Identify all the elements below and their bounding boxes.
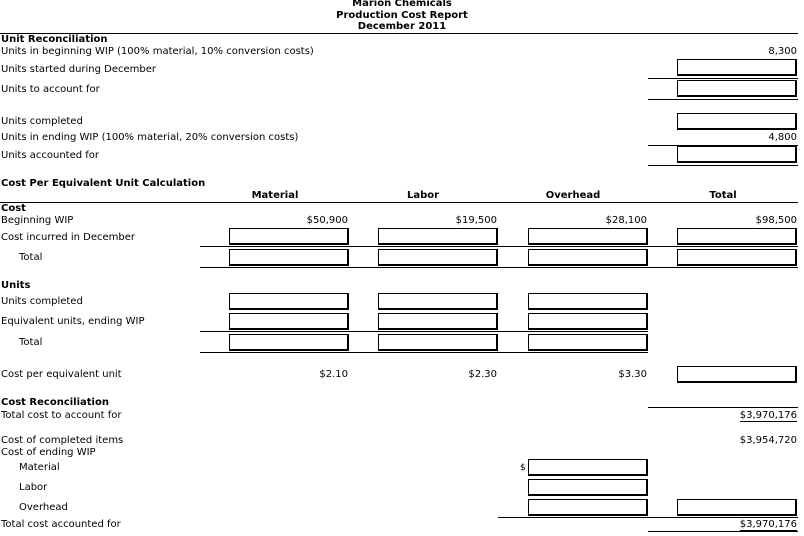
ending-wip-total-input[interactable] (677, 499, 797, 516)
cost-incurred-material-input[interactable] (229, 228, 349, 245)
cost-sum-rule (200, 246, 798, 247)
column-header-labor: Labor (406, 190, 440, 201)
units-completed-input[interactable] (677, 113, 797, 130)
beginning-wip-units-label: Units in beginning WIP (100% material, 1… (1, 46, 314, 57)
total-cost-accounted-value: $3,970,176 (739, 519, 797, 531)
units-to-account-label: Units to account for (1, 84, 100, 95)
eu-ending-overhead-input[interactable] (528, 313, 648, 330)
cost-subheading: Cost (1, 203, 26, 214)
eu-total-rule (200, 352, 648, 353)
company-name: Marion Chemicals (352, 0, 452, 9)
cost-per-eu-heading: Cost Per Equivalent Unit Calculation (1, 178, 206, 189)
cpeu-labor: $2.30 (468, 369, 497, 380)
ending-wip-sum-rule (498, 517, 648, 518)
cpeu-total-input[interactable] (677, 366, 797, 383)
beginning-wip-units-value: 8,300 (768, 46, 797, 57)
units-accounted-rule (648, 145, 798, 146)
units-started-input[interactable] (677, 59, 797, 76)
cost-total-labor-input[interactable] (378, 249, 498, 266)
column-header-overhead: Overhead (545, 190, 601, 201)
ending-wip-labor-input[interactable] (528, 479, 648, 496)
total-cost-top-rule (648, 407, 798, 408)
cost-total-overhead-input[interactable] (528, 249, 648, 266)
eu-completed-material-input[interactable] (229, 293, 349, 310)
total-cost-accounted-label: Total cost accounted for (1, 519, 121, 530)
ending-wip-overhead-input[interactable] (528, 499, 648, 516)
eu-ending-labor-input[interactable] (378, 313, 498, 330)
cost-ending-wip-label: Cost of ending WIP (1, 447, 96, 458)
beginning-wip-overhead: $28,100 (605, 215, 647, 226)
eu-completed-overhead-input[interactable] (528, 293, 648, 310)
units-subheading: Units (1, 280, 31, 291)
eu-ending-material-input[interactable] (229, 313, 349, 330)
total-accounted-double-rule (648, 531, 798, 532)
cost-incurred-label: Cost incurred in December (1, 232, 136, 243)
eu-units-completed-label: Units completed (1, 296, 83, 307)
cost-beginning-wip-label: Beginning WIP (1, 215, 74, 226)
cost-completed-label: Cost of completed items (1, 435, 124, 446)
ending-wip-labor-label: Labor (19, 482, 48, 493)
beginning-wip-labor: $19,500 (455, 215, 497, 226)
cost-total-label: Total (19, 252, 43, 263)
columns-rule (0, 202, 798, 203)
cost-completed-value: $3,954,720 (739, 435, 797, 446)
cost-reconciliation-heading: Cost Reconciliation (1, 397, 109, 408)
eu-total-labor-input[interactable] (378, 334, 498, 351)
total-cost-to-account-label: Total cost to account for (1, 410, 122, 421)
eu-completed-labor-input[interactable] (378, 293, 498, 310)
report-title: Production Cost Report (336, 10, 468, 21)
eu-total-overhead-input[interactable] (528, 334, 648, 351)
units-started-label: Units started during December (1, 64, 157, 75)
ending-wip-material-input[interactable] (528, 459, 648, 476)
cost-incurred-overhead-input[interactable] (528, 228, 648, 245)
cost-total-rule (200, 267, 798, 268)
ending-wip-material-label: Material (19, 462, 60, 473)
beginning-wip-total: $98,500 (755, 215, 797, 226)
units-to-account-input[interactable] (677, 80, 797, 97)
header-rule (0, 33, 798, 34)
dollar-sign: $ (520, 463, 526, 473)
total-accounted-top-rule (648, 517, 798, 518)
units-sum-rule (648, 78, 798, 79)
cost-incurred-labor-input[interactable] (378, 228, 498, 245)
units-accounted-total-rule (648, 165, 798, 166)
report-period: December 2011 (357, 21, 447, 32)
unit-reconciliation-heading: Unit Reconciliation (1, 34, 108, 45)
cpeu-material: $2.10 (319, 369, 348, 380)
ending-wip-overhead-label: Overhead (19, 502, 68, 513)
beginning-wip-material: $50,900 (306, 215, 348, 226)
units-total-rule (648, 99, 798, 100)
eu-total-material-input[interactable] (229, 334, 349, 351)
ending-wip-units-value: 4,800 (768, 132, 797, 143)
units-accounted-label: Units accounted for (1, 150, 100, 161)
eu-sum-rule (200, 331, 648, 332)
total-cost-to-account-value: $3,970,176 (739, 410, 797, 422)
cpeu-overhead: $3.30 (618, 369, 647, 380)
cost-incurred-total-input[interactable] (677, 228, 797, 245)
column-header-total: Total (709, 190, 737, 201)
cost-total-total-input[interactable] (677, 249, 797, 266)
eu-total-label: Total (19, 337, 43, 348)
units-completed-label: Units completed (1, 116, 83, 127)
cost-total-material-input[interactable] (229, 249, 349, 266)
eu-ending-wip-label: Equivalent units, ending WIP (1, 316, 145, 327)
cpeu-label: Cost per equivalent unit (1, 369, 122, 380)
units-accounted-input[interactable] (677, 146, 797, 163)
column-header-material: Material (251, 190, 299, 201)
ending-wip-units-label: Units in ending WIP (100% material, 20% … (1, 132, 299, 143)
